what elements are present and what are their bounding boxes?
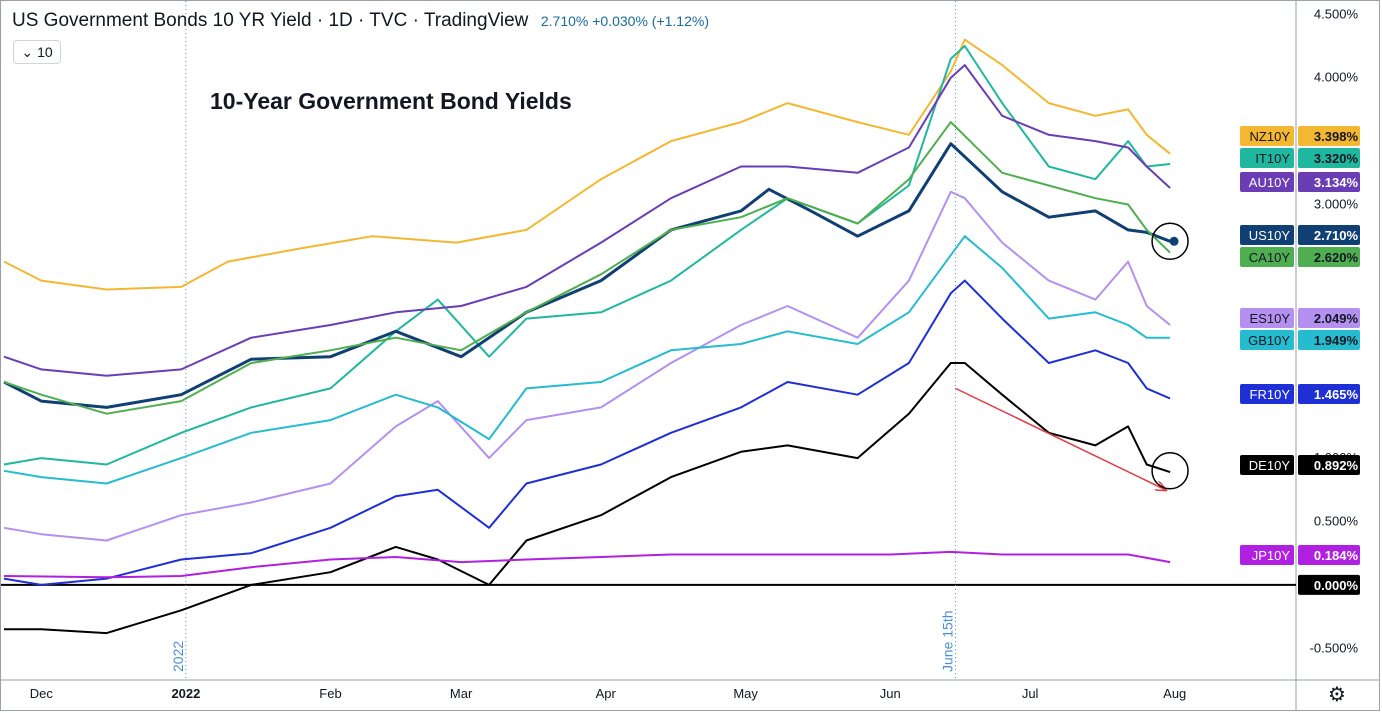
- zero-value-label: 0.000%: [1314, 578, 1359, 593]
- series-name-badge: [1240, 126, 1294, 146]
- series-name-label: US10Y: [1249, 228, 1291, 243]
- series-value-label: 3.398%: [1314, 129, 1359, 144]
- chart-header: US Government Bonds 10 YR Yield · 1D · T…: [12, 10, 709, 32]
- series-value-badge: [1298, 148, 1360, 168]
- series-line-it10y: [3, 45, 1171, 466]
- highlight-circle: [1151, 452, 1189, 490]
- series-value-label: 2.710%: [1314, 228, 1359, 243]
- x-tick-label: Jul: [1022, 686, 1039, 701]
- interval-selector-button[interactable]: ⌄ 10: [13, 40, 61, 64]
- price-info: 2.710% +0.030% (+1.12%): [540, 13, 709, 29]
- trend-arrow: [955, 387, 1166, 489]
- vertical-marker-label: June 15th: [940, 611, 956, 673]
- chart-title: 10-Year Government Bond Yields: [210, 88, 572, 114]
- x-tick-label: Feb: [319, 686, 341, 701]
- chevron-down-icon: ⌄: [21, 43, 34, 60]
- series-value-badge: [1298, 172, 1360, 192]
- series-value-badge: [1298, 247, 1360, 267]
- series-name-label: DE10Y: [1249, 458, 1291, 473]
- y-tick-label: 4.000%: [1314, 70, 1359, 85]
- interval-label: 10: [37, 44, 53, 60]
- series-value-label: 3.134%: [1314, 175, 1359, 190]
- symbol-title: US Government Bonds 10 YR Yield · 1D · T…: [12, 10, 529, 31]
- series-name-badge: [1240, 148, 1294, 168]
- series-name-label: JP10Y: [1252, 548, 1291, 563]
- series-line-us10y: [3, 142, 1171, 409]
- x-tick-label: Aug: [1163, 686, 1186, 701]
- series-name-badge: [1240, 247, 1294, 267]
- zero-value-badge: [1298, 574, 1360, 595]
- series-value-label: 3.320%: [1314, 151, 1359, 166]
- series-line-es10y: [3, 190, 1171, 542]
- series-name-badge: [1240, 384, 1294, 404]
- series-value-badge: [1298, 330, 1360, 350]
- series-name-badge: [1240, 308, 1294, 328]
- series-name-badge: [1240, 330, 1294, 350]
- series-name-label: FR10Y: [1250, 387, 1291, 402]
- y-tick-label: 4.500%: [1314, 6, 1359, 21]
- series-line-nz10y: [3, 38, 1171, 291]
- series-value-badge: [1298, 455, 1360, 475]
- series-line-gb10y: [3, 235, 1171, 485]
- series-name-label: CA10Y: [1249, 250, 1291, 265]
- x-tick-label: May: [733, 686, 758, 701]
- series-name-badge: [1240, 545, 1294, 565]
- gear-icon[interactable]: ⚙: [1328, 682, 1346, 706]
- series-value-label: 0.184%: [1314, 548, 1359, 563]
- series-line-de10y: [4, 362, 1171, 635]
- series-name-label: GB10Y: [1248, 333, 1290, 348]
- x-tick-label: Dec: [30, 686, 54, 701]
- series-line-fr10y: [3, 279, 1171, 586]
- series-value-label: 2.049%: [1314, 311, 1359, 326]
- series-name-label: IT10Y: [1255, 151, 1290, 166]
- y-tick-label: -0.500%: [1310, 640, 1359, 655]
- series-value-label: 1.949%: [1314, 333, 1359, 348]
- y-tick-label: 3.000%: [1314, 197, 1359, 212]
- x-tick-label: 2022: [171, 686, 200, 701]
- series-name-label: AU10Y: [1249, 175, 1291, 190]
- series-name-badge: [1240, 172, 1294, 192]
- series-value-badge: [1298, 225, 1360, 245]
- series-name-label: ES10Y: [1250, 311, 1291, 326]
- series-value-badge: [1298, 384, 1360, 404]
- series-line-jp10y: [3, 550, 1171, 579]
- series-value-badge: [1298, 545, 1360, 565]
- series-value-label: 2.620%: [1314, 250, 1359, 265]
- series-line-ca10y: [3, 121, 1171, 415]
- x-tick-label: Jun: [880, 686, 901, 701]
- series-value-label: 0.892%: [1314, 458, 1359, 473]
- x-tick-label: Mar: [450, 686, 473, 701]
- highlight-circle: [1151, 222, 1189, 261]
- vertical-marker-label: 2022: [170, 641, 186, 672]
- series-name-label: NZ10Y: [1250, 129, 1291, 144]
- series-value-badge: [1298, 126, 1360, 146]
- last-value-dot: [1169, 236, 1179, 246]
- series-value-badge: [1298, 308, 1360, 328]
- y-tick-label: 0.500%: [1314, 514, 1359, 529]
- series-value-label: 1.465%: [1314, 387, 1359, 402]
- series-name-badge: [1240, 225, 1294, 245]
- series-line-au10y: [3, 64, 1171, 377]
- x-tick-label: Apr: [596, 686, 617, 701]
- series-name-badge: [1240, 455, 1294, 475]
